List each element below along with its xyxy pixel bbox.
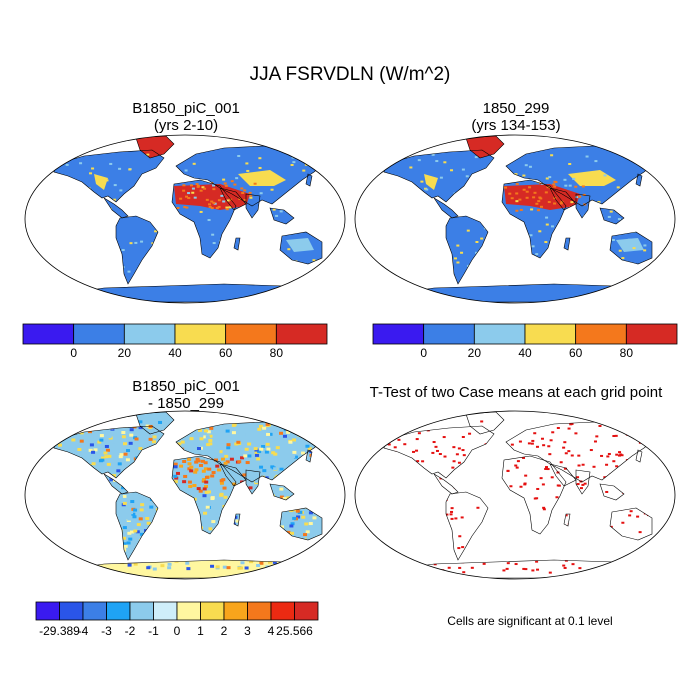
colorbar-tick-label: 80	[269, 346, 283, 360]
colorbar-tick-label: 20	[117, 346, 131, 360]
land-eurasia	[176, 422, 324, 482]
colorbar-tick-label: 60	[568, 346, 583, 360]
land-seasia	[270, 484, 294, 500]
colorbar-box	[106, 601, 131, 621]
map-frame	[24, 410, 346, 580]
panel4-title-line1: T-Test of two Case means at each grid po…	[369, 384, 663, 401]
panel2-title-line2: (yrs 134-153)	[471, 117, 561, 134]
colorbar-tick-label: 2	[220, 624, 228, 638]
na-west-mid	[94, 174, 108, 190]
central-asia-mid	[238, 170, 286, 186]
land-greenland	[466, 136, 504, 158]
colorbar-box	[174, 323, 227, 345]
colorbar-tick-label: 40	[168, 346, 182, 360]
colorbar-tick-label: 4	[267, 624, 275, 638]
colorbar-case1	[22, 323, 328, 345]
colorbar-box	[153, 601, 178, 621]
colorbar-tick-label: 60	[218, 346, 233, 360]
colorbar-tick-label: -1	[148, 624, 159, 638]
colorbar-box	[73, 323, 125, 345]
colorbar-box	[247, 601, 272, 621]
colorbar-tick-label: 0	[420, 346, 427, 360]
na-west-mid	[424, 174, 438, 190]
colorbar-case2	[372, 323, 678, 345]
colorbar-box	[575, 323, 627, 345]
land-greenland	[466, 412, 504, 434]
colorbar-box	[625, 323, 678, 345]
colorbar-box	[200, 601, 225, 621]
colorbar-box	[225, 323, 277, 345]
colorbar-tick-label: 3	[244, 624, 251, 638]
land-namerica	[384, 426, 494, 478]
colorbar-box	[22, 323, 75, 345]
colorbar-box	[372, 323, 425, 345]
colorbar-box	[176, 601, 201, 621]
colorbar-tick-label: 0	[173, 624, 181, 638]
map-frame	[24, 134, 346, 304]
colorbar-box	[35, 601, 60, 621]
panel1-title-line1: B1850_piC_001	[132, 100, 240, 117]
colorbar-box	[129, 601, 154, 621]
land-greenland	[136, 136, 174, 158]
map-panel-case2	[354, 134, 676, 304]
colorbar-tick-label: 0	[70, 346, 77, 360]
central-asia-mid	[568, 170, 616, 186]
panel2-title: 1850_299 (yrs 134-153)	[356, 100, 676, 134]
colorbar-box	[270, 601, 295, 621]
panel1-title-line2: (yrs 2-10)	[153, 117, 219, 134]
colorbar-tick-label: -4	[77, 624, 89, 638]
colorbar-tick-label: 20	[467, 346, 481, 360]
colorbar-tick-label: -3	[101, 624, 112, 638]
panel3-title-line2: - 1850_299	[148, 395, 224, 412]
colorbar-tick-label: 1	[197, 624, 204, 638]
colorbar-box	[82, 601, 107, 621]
map-panel-ttest	[354, 410, 676, 580]
colorbar-box	[275, 323, 328, 345]
land-camerica	[434, 198, 458, 218]
panel3-title-line1: B1850_piC_001	[132, 378, 240, 395]
colorbar-box	[294, 601, 319, 621]
colorbar-box	[59, 601, 84, 621]
main-title: JJA FSRVDLN (W/m^2)	[249, 64, 451, 85]
significance-note: Cells are significant at 0.1 level	[447, 614, 613, 628]
colorbar-box	[423, 323, 475, 345]
colorbar-box	[524, 323, 577, 345]
map-panel-case1	[24, 134, 346, 304]
colorbar-difference	[35, 601, 319, 621]
map-panel-difference	[24, 410, 346, 580]
colorbar-box	[473, 323, 526, 345]
colorbar-box	[123, 323, 176, 345]
panel2-title-line1: 1850_299	[482, 100, 550, 117]
colorbar-tick-label: 40	[518, 346, 532, 360]
land-camerica	[104, 198, 128, 218]
land-greenland	[136, 412, 174, 434]
land-samerica	[116, 216, 158, 284]
land-samerica	[446, 492, 488, 560]
australia-light	[286, 238, 314, 252]
land-seasia	[600, 484, 624, 500]
land-seasia	[270, 208, 294, 224]
panel1-title: B1850_piC_001 (yrs 2-10)	[26, 100, 346, 134]
colorbar-tick-label: 25.566	[276, 624, 313, 638]
colorbar-tick-label: 80	[619, 346, 633, 360]
colorbar-box	[223, 601, 248, 621]
land-arabia	[220, 464, 246, 486]
land-africa	[502, 456, 566, 534]
land-arabia	[550, 464, 576, 486]
land-samerica	[446, 216, 488, 284]
map-frame	[354, 134, 676, 304]
panel4-title: T-Test of two Case means at each grid po…	[340, 384, 692, 401]
land-namerica	[384, 150, 494, 202]
colorbar-tick-label: -2	[124, 624, 136, 638]
map-frame	[354, 410, 676, 580]
colorbar-tick-label: -29.389	[39, 624, 80, 638]
panel3-title: B1850_piC_001 - 1850_299	[26, 378, 346, 412]
